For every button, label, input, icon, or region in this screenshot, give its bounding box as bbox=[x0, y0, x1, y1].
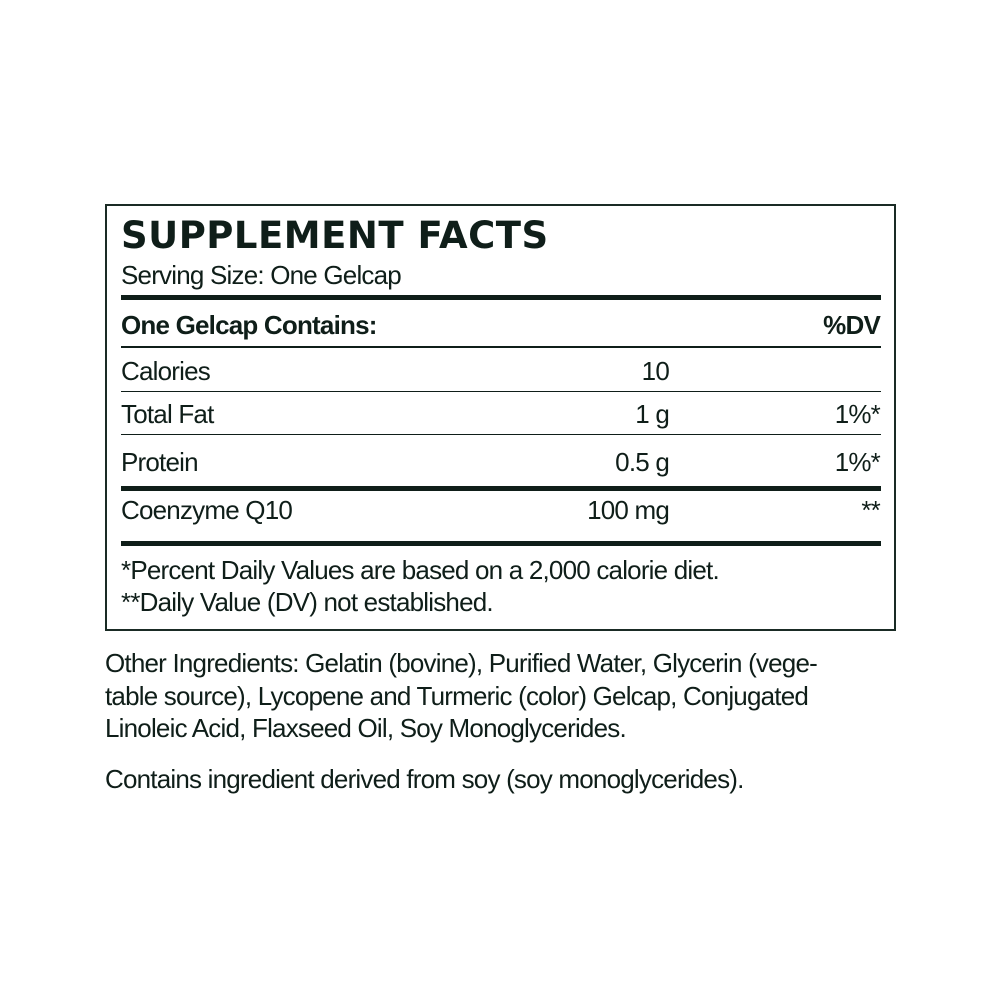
row-amount: 1 g bbox=[635, 399, 670, 429]
divider-thin bbox=[121, 434, 881, 435]
row-dv: ** bbox=[861, 495, 880, 525]
row-dv: 1%* bbox=[834, 447, 881, 477]
other-ingredients-line: table source), Lycopene and Turmeric (co… bbox=[105, 680, 809, 711]
other-ingredients-line: Other Ingredients: Gelatin (bovine), Pur… bbox=[105, 648, 818, 678]
header-dv: %DV bbox=[823, 310, 881, 340]
row-name: Calories bbox=[121, 356, 211, 386]
header-contains: One Gelcap Contains: bbox=[121, 310, 377, 340]
other-ingredients-line: Linoleic Acid, Flaxseed Oil, Soy Monogly… bbox=[105, 713, 627, 743]
row-name: Coenzyme Q10 bbox=[121, 495, 293, 525]
row-dv: 1%* bbox=[834, 399, 881, 429]
row-name: Total Fat bbox=[121, 399, 214, 429]
divider-thick bbox=[121, 541, 881, 546]
divider-thin bbox=[121, 391, 881, 392]
panel-title: SUPPLEMENT FACTS bbox=[121, 214, 549, 257]
footnote-dv-basis: *Percent Daily Values are based on a 2,0… bbox=[121, 555, 720, 585]
row-amount: 0.5 g bbox=[615, 447, 670, 477]
allergen-statement: Contains ingredient derived from soy (so… bbox=[105, 764, 744, 794]
other-ingredients: Other Ingredients: Gelatin (bovine), Pur… bbox=[105, 647, 818, 745]
divider-thin bbox=[121, 346, 881, 348]
divider-thick bbox=[121, 486, 881, 491]
row-amount: 100 mg bbox=[587, 495, 670, 525]
row-name: Protein bbox=[121, 447, 199, 477]
serving-size: Serving Size: One Gelcap bbox=[121, 260, 402, 290]
supplement-facts-panel: SUPPLEMENT FACTS Serving Size: One Gelca… bbox=[105, 204, 896, 631]
row-amount: 10 bbox=[641, 356, 670, 386]
footnote-dv-not-established: **Daily Value (DV) not established. bbox=[121, 587, 494, 617]
divider-thick bbox=[121, 295, 881, 300]
